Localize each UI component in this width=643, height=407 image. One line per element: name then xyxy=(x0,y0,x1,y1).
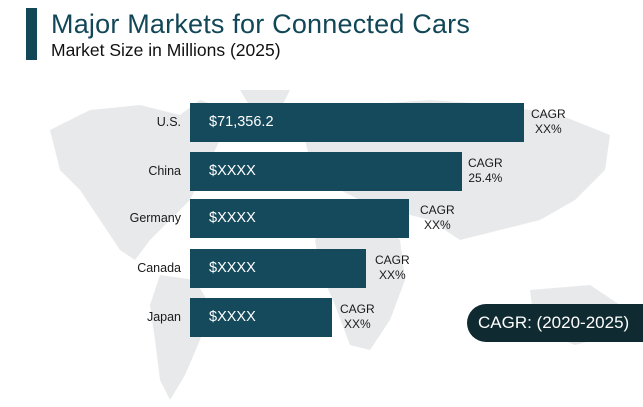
cagr-value: XX% xyxy=(423,218,451,232)
cagr-annotation-germany: CAGR XX% xyxy=(420,203,455,233)
bar-value-label: $XXXX xyxy=(209,309,256,325)
cagr-value: XX% xyxy=(343,317,371,331)
cagr-label: CAGR xyxy=(340,302,375,316)
bar-china: $XXXX xyxy=(190,152,462,191)
chart-subtitle: Market Size in Millions (2025) xyxy=(51,40,281,60)
bar-japan: $XXXX xyxy=(190,298,332,337)
cagr-annotation-us: CAGR XX% xyxy=(531,107,566,137)
cagr-annotation-china: CAGR 25.4% xyxy=(468,156,503,186)
cagr-period-badge: CAGR: (2020-2025) xyxy=(467,304,643,342)
category-label-us: U.S. xyxy=(156,115,181,129)
cagr-label: CAGR xyxy=(375,253,410,267)
title-accent-bar xyxy=(26,8,37,60)
cagr-label: CAGR xyxy=(468,156,503,170)
bar-value-label: $XXXX xyxy=(209,260,256,276)
chart-title: Major Markets for Connected Cars xyxy=(51,9,471,39)
cagr-annotation-canada: CAGR XX% xyxy=(375,253,410,283)
cagr-label: CAGR xyxy=(420,203,455,217)
bar-value-label: $71,356.2 xyxy=(209,114,274,130)
bar-us: $71,356.2 xyxy=(190,103,524,142)
category-label-japan: Japan xyxy=(146,310,181,324)
cagr-annotation-japan: CAGR XX% xyxy=(340,302,375,332)
category-label-canada: Canada xyxy=(137,261,181,275)
bar-canada: $XXXX xyxy=(190,249,366,288)
cagr-value: XX% xyxy=(378,268,406,282)
category-label-germany: Germany xyxy=(129,211,181,225)
cagr-value: XX% xyxy=(534,122,562,136)
category-label-china: China xyxy=(148,164,181,178)
cagr-value: 25.4% xyxy=(468,171,503,185)
cagr-label: CAGR xyxy=(531,107,566,121)
bar-germany: $XXXX xyxy=(190,199,409,238)
bar-value-label: $XXXX xyxy=(209,210,256,226)
bar-value-label: $XXXX xyxy=(209,163,256,179)
